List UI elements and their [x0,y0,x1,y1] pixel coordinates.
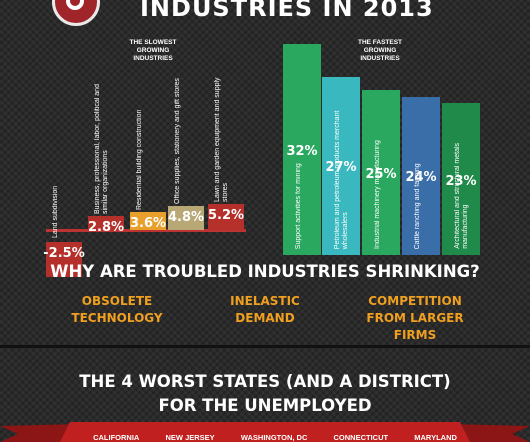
fast-bar-0: 32% [283,43,321,255]
fast-bar-label-4: Architectural and structural metals manu… [454,143,469,249]
fast-bar-value-4: 23% [445,173,477,189]
slow-bar-label-2: Residential building construction [136,109,143,210]
fast-bar-label-1: Petroleum and petroleum products merchan… [334,110,349,249]
slow-bar-value-0: -2.5% [43,246,85,261]
slow-bar-label-1: Business, professional, labor, political… [94,84,109,214]
slowest-label: THE SLOWEST GROWING INDUSTRIES [129,39,177,62]
slow-bar-label-0: Land subdivision [52,185,59,238]
state-new-jersey: NEW JERSEY [165,433,215,442]
slow-bar-4: 5.2% [208,204,244,230]
fast-bar-value-3: 24% [405,170,437,186]
slow-bar-value-2: 3.6% [129,216,167,231]
worst-states-heading: THE 4 WORST STATES (AND A DISTRICT) FOR … [79,372,451,415]
reason-inelastic-demand: INELASTIC DEMAND [230,294,300,325]
axis-baseline [46,229,246,232]
state-maryland: MARYLAND [414,433,457,442]
fast-bar-label-3: Cattle ranching and farming [414,162,421,249]
fast-bar-value-2: 25% [365,167,397,182]
slow-bar-3: 4.8% [168,206,204,230]
state-california: CALIFORNIA [93,433,140,442]
states-list: CALIFORNIA NEW JERSEY WASHINGTON, DC CON… [80,433,470,442]
question-heading: WHY ARE TROUBLED INDUSTRIES SHRINKING? [50,262,480,281]
fast-bar-label-0: Support activities for mining [295,163,302,249]
fastest-label: THE FASTEST GROWING INDUSTRIES [357,39,403,62]
slow-bar-value-1: 2.8% [87,220,125,235]
slow-bar-value-3: 4.8% [167,210,205,225]
fast-bar-2: 25% [362,90,400,255]
reason-obsolete-technology: OBSOLETE TECHNOLOGY [71,294,163,325]
slow-bar-label-4: Lawn and garden equipment and supply sto… [214,77,229,202]
reason-competition: COMPETITION FROM LARGER FIRMS [366,294,464,342]
slow-bar-2: 3.6% [129,212,167,231]
fast-bar-value-1: 27% [325,160,357,176]
slow-bar-value-4: 5.2% [207,208,245,223]
state-connecticut: CONNECTICUT [333,433,389,442]
page-title: INDUSTRIES IN 2013 [140,0,434,22]
state-washington-dc: WASHINGTON, DC [240,433,308,442]
slow-bar-0: -2.5% [43,242,85,277]
fast-bar-label-2: Industrial machinery manufacturing [374,140,381,249]
fast-bar-4: 23% [442,103,480,255]
ribbon-banner [0,422,530,442]
fast-bar-3: 24% [402,96,440,255]
fast-bar-value-0: 32% [286,143,318,159]
fast-bar-1: 27% [322,76,360,255]
slow-bar-1: 2.8% [88,216,124,235]
section-divider [0,345,530,348]
slow-bar-label-3: Office supplies, stationery and gift sto… [174,78,181,204]
